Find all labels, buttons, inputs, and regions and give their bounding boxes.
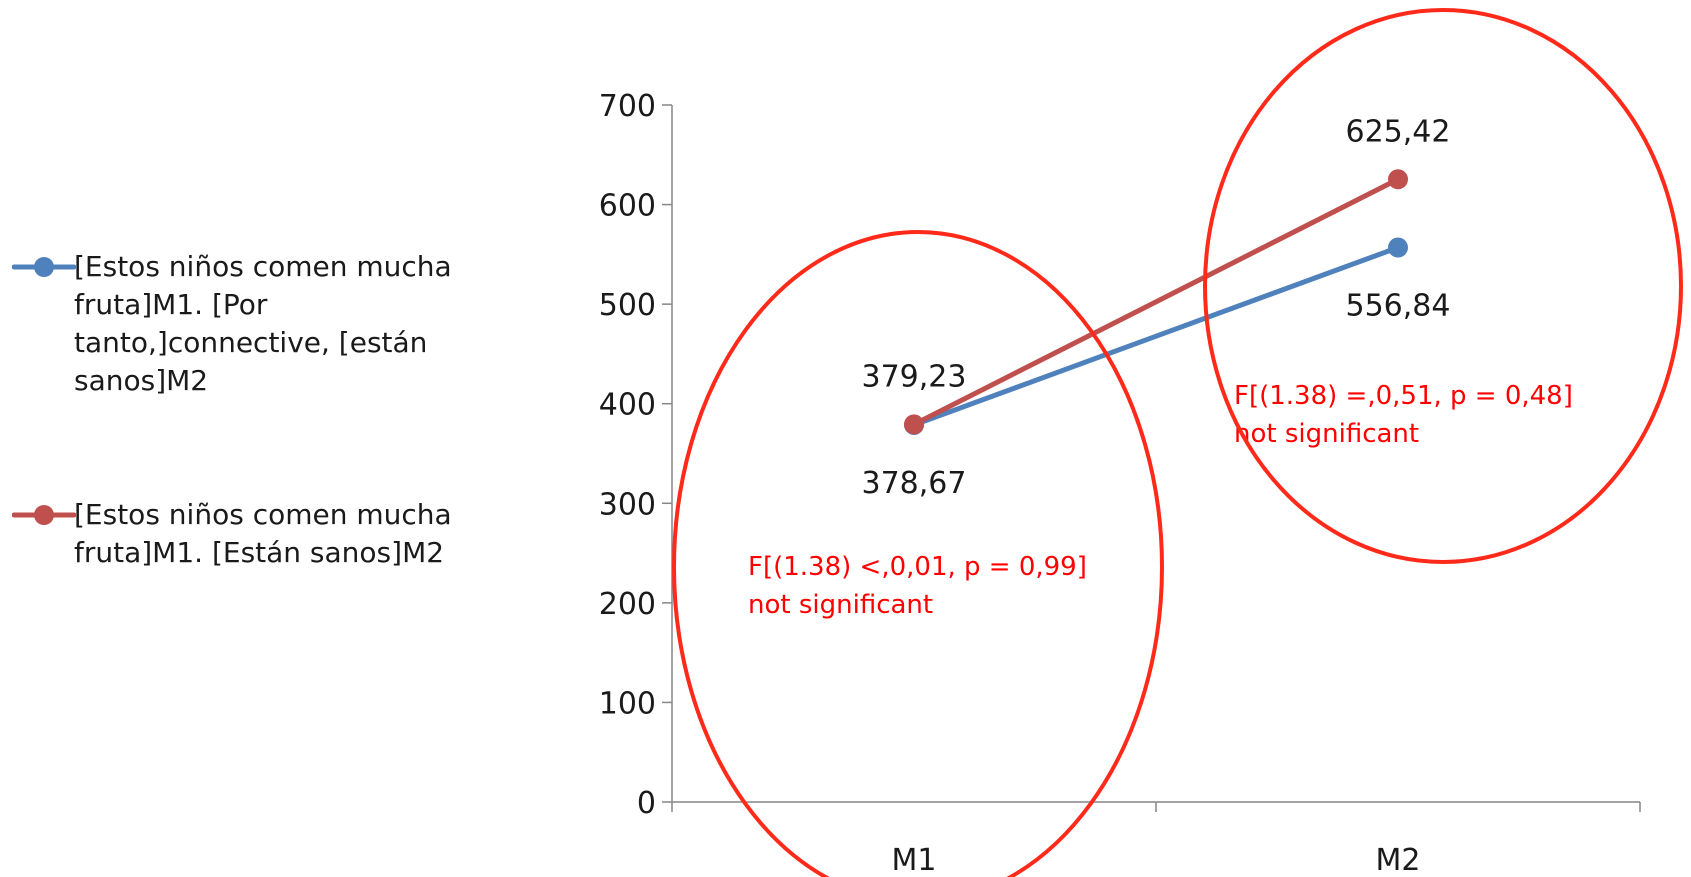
- x-tick-label: M2: [1376, 843, 1421, 877]
- annotation-line: not significant: [748, 590, 933, 620]
- legend-marker-icon: [12, 505, 76, 525]
- data-point-series-2: [904, 414, 924, 435]
- y-tick-label: 400: [599, 388, 656, 423]
- annotation-line: F[(1.38) =,0,51, p = 0,48]: [1234, 381, 1573, 411]
- y-tick-label: 700: [599, 89, 656, 124]
- legend-label-line: fruta]M1. [Están sanos]M2: [74, 536, 445, 569]
- x-tick-label: M1: [892, 843, 937, 877]
- series-line-1: [911, 245, 1401, 428]
- y-tick-label: 100: [599, 686, 656, 721]
- legend-marker-dot: [34, 257, 54, 277]
- legend-label-line: sanos]M2: [74, 364, 209, 397]
- annotation-text-1: F[(1.38) <,0,01, p = 0,99] not significan…: [748, 552, 1087, 620]
- y-tick-label: 200: [599, 587, 656, 622]
- y-tick-label: 0: [637, 786, 656, 821]
- data-label-series-2: 379,23: [862, 359, 967, 394]
- legend-entry-1: [Estos niños comen mucha fruta]M1. [Por ta…: [8, 248, 528, 400]
- legend-label-line: fruta]M1. [Por: [74, 288, 268, 321]
- legend-label-line: [Estos niños comen mucha: [74, 498, 452, 531]
- highlight-ellipse-m2: [1203, 8, 1683, 564]
- legend-marker-dot: [34, 505, 54, 525]
- highlight-ellipse-m1: [672, 230, 1164, 877]
- data-label-series-1: 378,67: [862, 466, 967, 501]
- y-tick-label: 300: [599, 487, 656, 522]
- legend-label-line: [Estos niños comen mucha: [74, 250, 452, 283]
- data-label-series-1: 556,84: [1346, 289, 1451, 324]
- series-line-2: [911, 176, 1401, 427]
- y-tick-label: 600: [599, 189, 656, 224]
- legend-label-line: tanto,]connective, [están: [74, 326, 428, 359]
- annotation-line: not significant: [1234, 419, 1419, 449]
- data-point-series-2: [1388, 169, 1408, 190]
- annotation-line: F[(1.38) <,0,01, p = 0,99]: [748, 552, 1087, 582]
- data-point-series-1: [1388, 237, 1408, 258]
- annotation-text-2: F[(1.38) =,0,51, p = 0,48] not significan…: [1234, 381, 1573, 449]
- legend-marker-icon: [12, 257, 76, 277]
- legend-entry-2: [Estos niños comen mucha fruta]M1. [Están…: [8, 496, 528, 572]
- data-label-series-2: 625,42: [1346, 114, 1451, 149]
- y-tick-label: 500: [599, 288, 656, 323]
